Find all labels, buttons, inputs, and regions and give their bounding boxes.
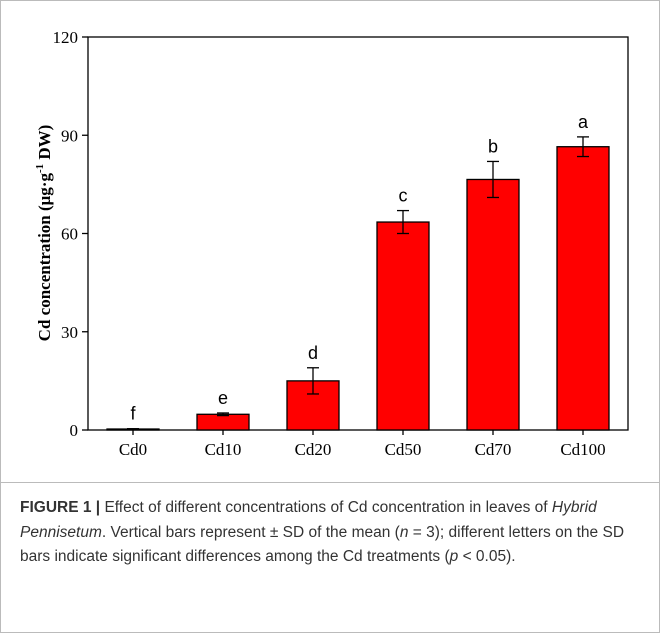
error-bar [127, 428, 139, 430]
y-tick-label: 0 [70, 421, 79, 440]
caption-normal: Effect of different concentrations of Cd… [100, 499, 552, 516]
bar [376, 221, 430, 431]
caption-italic: n [399, 523, 409, 541]
error-bar [487, 160, 499, 199]
significance-letter: b [488, 136, 498, 156]
bar [556, 146, 610, 431]
x-tick-label: Cd20 [295, 440, 332, 459]
x-tick-label: Cd0 [119, 440, 147, 459]
caption-italic: p [449, 548, 459, 565]
plot-frame [87, 36, 629, 431]
x-tick-label: Cd50 [385, 440, 422, 459]
error-bar [397, 209, 409, 235]
y-tick-label: 30 [61, 323, 78, 342]
bar [196, 413, 250, 431]
caption-normal: < 0.05). [458, 548, 516, 565]
y-tick-label: 120 [53, 28, 79, 47]
bar [466, 178, 520, 431]
chart: Cd concentration (μg·g-1 DW) 0 30 60 90 120 C… [34, 28, 629, 459]
x-tick-label: Cd70 [475, 440, 512, 459]
significance-letter: e [218, 388, 228, 408]
significance-letter: d [308, 343, 318, 363]
error-bar [307, 367, 319, 395]
significance-letter: c [399, 186, 408, 206]
error-bar [577, 136, 589, 158]
caption-bold: FIGURE 1 | [20, 499, 101, 516]
y-tick-label: 90 [61, 126, 78, 145]
x-tick-label: Cd10 [205, 440, 242, 459]
x-tick-label: Cd100 [560, 440, 605, 459]
caption-italic: Hybrid Pennisetum [20, 499, 597, 541]
y-label-main: Cd concentration (μg·g [35, 173, 54, 342]
separator [0, 482, 660, 483]
error-bar [217, 412, 229, 417]
y-label-sup: -1 [34, 164, 46, 173]
y-axis-label: Cd concentration (μg·g-1 DW) [34, 125, 54, 342]
significance-letter: f [130, 404, 136, 424]
caption-normal: . Vertical bars represent ± SD of the me… [101, 523, 400, 541]
caption: FIGURE 1 | Effect of different concentra… [20, 496, 645, 570]
y-tick-label: 60 [61, 225, 78, 244]
y-label-end: DW) [35, 125, 54, 164]
caption-normal: = 3); different letters on the SD bars i… [20, 523, 625, 566]
significance-letter: a [578, 112, 589, 132]
